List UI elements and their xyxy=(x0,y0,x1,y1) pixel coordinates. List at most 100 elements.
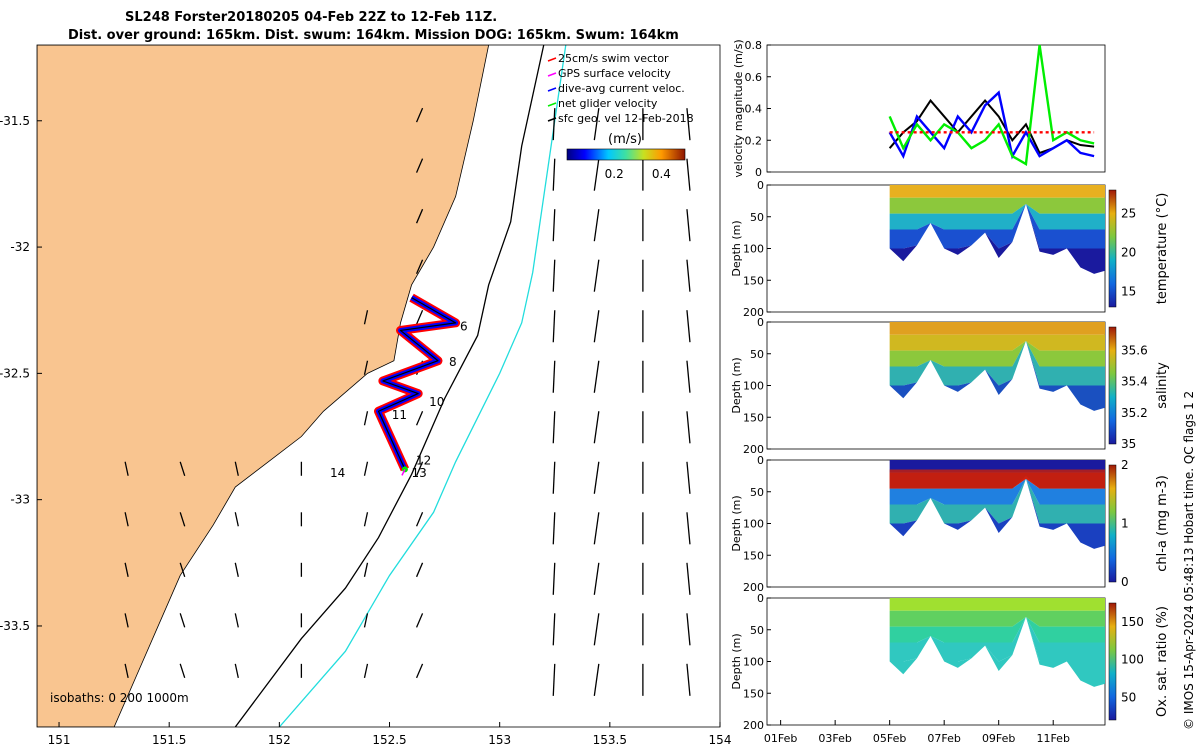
geo-velocity-vector-32 xyxy=(415,309,424,325)
salinity-band-4 xyxy=(889,341,1105,411)
legend-swatch-3 xyxy=(547,102,557,107)
map-frame xyxy=(36,44,721,728)
coastline-land xyxy=(37,45,490,727)
oxygen-ytick-label-2: 100 xyxy=(743,656,764,669)
velocity-ytick-label-3: 0.6 xyxy=(745,71,763,84)
glider-path xyxy=(377,297,457,470)
velocity-frame xyxy=(766,44,1106,173)
geo-velocity-vector-22 xyxy=(363,411,369,426)
temperature-band-0 xyxy=(889,185,1105,198)
geo-velocity-vector-0 xyxy=(124,461,129,476)
geo-velocity-vector-29 xyxy=(415,158,424,173)
geo-velocity-vector-37 xyxy=(415,562,424,578)
temperature-ytick-label-0: 0 xyxy=(757,179,764,192)
geo-velocity-vector-10 xyxy=(234,461,239,476)
geo-velocity-vector-9 xyxy=(179,663,186,679)
day-label-3: 10 xyxy=(429,395,444,409)
isobaths-label: isobaths: 0 200 1000m xyxy=(50,691,189,705)
oxygen-band-0 xyxy=(889,598,1105,611)
geo-velocity-vector-13 xyxy=(234,613,239,628)
geo-velocity-vector-49 xyxy=(552,562,556,595)
geo-velocity-vector-43 xyxy=(552,259,556,292)
salinity-band-1 xyxy=(889,334,1105,351)
day-label-6: 13 xyxy=(412,466,427,480)
side-note-text: © IMOS 15-Apr-2024 05:48:13 Hobart time.… xyxy=(1182,390,1196,730)
chlorophyll-band-3 xyxy=(889,479,1105,524)
geo-velocity-vector-50 xyxy=(552,613,556,646)
map-ytick-label-3: -33 xyxy=(10,493,30,507)
velocity-series-1 xyxy=(888,90,1095,160)
salinity-colorbar-tick-1: 35.2 xyxy=(1121,406,1148,420)
geo-velocity-vector-61 xyxy=(593,562,600,595)
salinity-band-2 xyxy=(889,341,1105,367)
geo-velocity-vector-27 xyxy=(363,663,369,678)
salinity-colorbar-label: salinity xyxy=(1155,362,1170,409)
oxygen-band-2 xyxy=(889,617,1105,643)
colorbar-label: (m/s) xyxy=(608,132,642,147)
day-label-7: 14 xyxy=(330,466,345,480)
time-xtick-label-5: 11Feb xyxy=(1036,732,1069,745)
oxygen-band-3 xyxy=(889,617,1105,662)
temperature-ytick-label-4: 200 xyxy=(743,306,764,319)
salinity-ylabel: Depth (m) xyxy=(730,357,743,413)
geo-velocity-vector-83 xyxy=(686,461,691,494)
temperature-colorbar xyxy=(1108,189,1117,308)
map-content: 4681011121314 xyxy=(37,45,691,727)
oxygen-band-4 xyxy=(889,617,1105,687)
geo-velocity-vector-24 xyxy=(363,512,369,527)
temperature-band-1 xyxy=(889,197,1105,214)
oxygen-colorbar xyxy=(1108,602,1117,721)
temperature-ytick-label-3: 150 xyxy=(743,274,764,287)
geo-velocity-vector-78 xyxy=(686,209,691,242)
geo-velocity-vector-28 xyxy=(415,107,424,123)
geo-velocity-vector-2 xyxy=(124,562,129,577)
day-label-2: 8 xyxy=(449,355,457,369)
oxygen-ytick-label-4: 200 xyxy=(743,719,764,732)
geo-velocity-vector-52 xyxy=(593,108,600,141)
salinity-band-0 xyxy=(889,322,1105,335)
oxygen-ytick-label-1: 50 xyxy=(750,624,764,637)
temperature-band-4 xyxy=(889,204,1105,274)
geo-velocity-vector-26 xyxy=(363,613,369,628)
day-label-1: 6 xyxy=(460,319,468,333)
temperature-colorbar-label: temperature (°C) xyxy=(1155,193,1170,305)
salinity-ytick-label-0: 0 xyxy=(757,316,764,329)
geo-velocity-vector-56 xyxy=(593,310,600,343)
time-xtick-label-2: 05Feb xyxy=(873,732,906,745)
geo-velocity-vector-31 xyxy=(415,259,424,274)
legend-label-0: 25cm/s swim vector xyxy=(558,52,669,65)
legend-swatch-1 xyxy=(547,72,557,77)
colorbar-tick-1: 0.4 xyxy=(652,167,671,181)
map-ytick-label-4: -33.5 xyxy=(0,619,30,633)
side-note: © IMOS 15-Apr-2024 05:48:13 Hobart time.… xyxy=(1182,330,1198,730)
salinity-colorbar-tick-3: 35.6 xyxy=(1121,343,1148,357)
temperature-colorbar-tick-0: 15 xyxy=(1121,284,1136,298)
salinity-colorbar-tick-2: 35.4 xyxy=(1121,375,1148,389)
geo-velocity-vector-8 xyxy=(179,613,186,628)
oxygen-ytick-label-3: 150 xyxy=(743,687,764,700)
geo-velocity-vector-38 xyxy=(415,613,424,628)
gps-surface-velocity xyxy=(401,469,406,476)
geo-velocity-vector-80 xyxy=(686,310,691,343)
salinity-colorbar-tick-0: 35 xyxy=(1121,437,1136,451)
time-xtick-label-3: 07Feb xyxy=(927,732,960,745)
geo-velocity-vector-85 xyxy=(686,562,691,595)
isobath-1000m xyxy=(278,45,567,727)
velocity-ytick-label-2: 0.4 xyxy=(745,103,763,116)
map-xtick-label-4: 153 xyxy=(488,733,511,747)
day-label-5: 12 xyxy=(416,453,431,467)
map-ytick-label-2: -32.5 xyxy=(0,366,30,380)
time-xtick-label-4: 09Feb xyxy=(982,732,1015,745)
map-ytick-label-0: -31.5 xyxy=(0,114,30,128)
oxygen-colorbar-label: Ox. sat. ratio (%) xyxy=(1155,606,1170,717)
velocity-ytick-label-1: 0.2 xyxy=(745,134,763,147)
oxygen-ytick-label-0: 0 xyxy=(757,592,764,605)
time-xtick-label-0: 01Feb xyxy=(764,732,797,745)
geo-velocity-vector-58 xyxy=(593,411,600,444)
map-xtick-label-5: 153.5 xyxy=(593,733,627,747)
geo-velocity-vector-35 xyxy=(415,461,424,477)
legend-label-4: sfc geo. vel 12-Feb-2018 xyxy=(558,112,694,125)
velocity-ytick-label-0: 0 xyxy=(755,166,762,179)
